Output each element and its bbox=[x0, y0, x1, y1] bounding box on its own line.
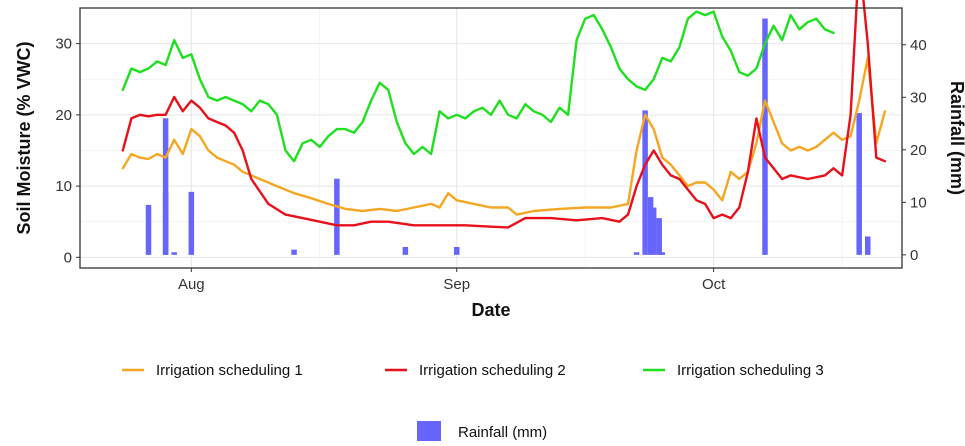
grid bbox=[80, 8, 902, 268]
rainfall-bar bbox=[633, 252, 640, 255]
legend-label-series-3: Irrigation scheduling 3 bbox=[677, 362, 824, 379]
legend-label-series-1: Irrigation scheduling 1 bbox=[156, 362, 303, 379]
series-line-1 bbox=[121, 56, 887, 216]
panel-border bbox=[79, 7, 903, 269]
rainfall-bar bbox=[188, 191, 195, 255]
rainfall-bar bbox=[162, 191, 169, 255]
rainfall-bar bbox=[334, 178, 340, 255]
x-tick-label: Sep bbox=[443, 276, 470, 293]
y2-tick-label: 10 bbox=[910, 194, 927, 211]
legend-label-rainfall: Rainfall (mm) bbox=[458, 424, 547, 441]
rainfall-bar bbox=[762, 18, 768, 255]
rainfall-bar bbox=[656, 218, 662, 255]
rainfall-bar bbox=[865, 236, 871, 255]
rainfall-bar bbox=[659, 252, 665, 255]
y-axis-title: Soil Moisture (% VWC) bbox=[14, 41, 34, 234]
x-tick-label: Aug bbox=[178, 276, 205, 293]
y-tick-label: 0 bbox=[64, 249, 72, 266]
y-tick-label: 10 bbox=[55, 178, 72, 195]
series-line-2 bbox=[121, 0, 887, 229]
legend-key-rainfall bbox=[417, 421, 441, 441]
x-tick-label: Oct bbox=[702, 276, 726, 293]
y2-tick-label: 30 bbox=[910, 89, 927, 106]
rainfall-bar bbox=[171, 252, 177, 255]
rainfall-bar bbox=[642, 110, 648, 255]
rainfall-bar bbox=[402, 246, 409, 255]
series-lines bbox=[121, 0, 887, 229]
x-axis-title: Date bbox=[471, 300, 510, 320]
axes: 0 10 20 30 0 10 20 30 40 Aug Sep Oct bbox=[55, 36, 926, 293]
y2-tick-label: 0 bbox=[910, 247, 918, 264]
series-line-3 bbox=[121, 10, 835, 163]
rainfall-bar bbox=[856, 113, 862, 255]
y2-tick-label: 20 bbox=[910, 142, 927, 159]
y-tick-label: 20 bbox=[55, 107, 72, 124]
rainfall-bar bbox=[647, 197, 654, 255]
rainfall-bar bbox=[291, 249, 297, 255]
y-tick-label: 30 bbox=[55, 36, 72, 53]
rainfall-bar bbox=[650, 207, 657, 255]
y2-tick-label: 40 bbox=[910, 37, 927, 54]
rainfall-bar bbox=[454, 246, 460, 255]
legend-label-series-2: Irrigation scheduling 2 bbox=[419, 362, 566, 379]
rainfall-bar bbox=[162, 118, 169, 255]
rainfall-bar bbox=[145, 204, 152, 255]
legend: Irrigation scheduling 1 Irrigation schedu… bbox=[122, 362, 824, 441]
rainfall-bars bbox=[145, 18, 871, 255]
y2-axis-title: Rainfall (mm) bbox=[947, 81, 965, 195]
